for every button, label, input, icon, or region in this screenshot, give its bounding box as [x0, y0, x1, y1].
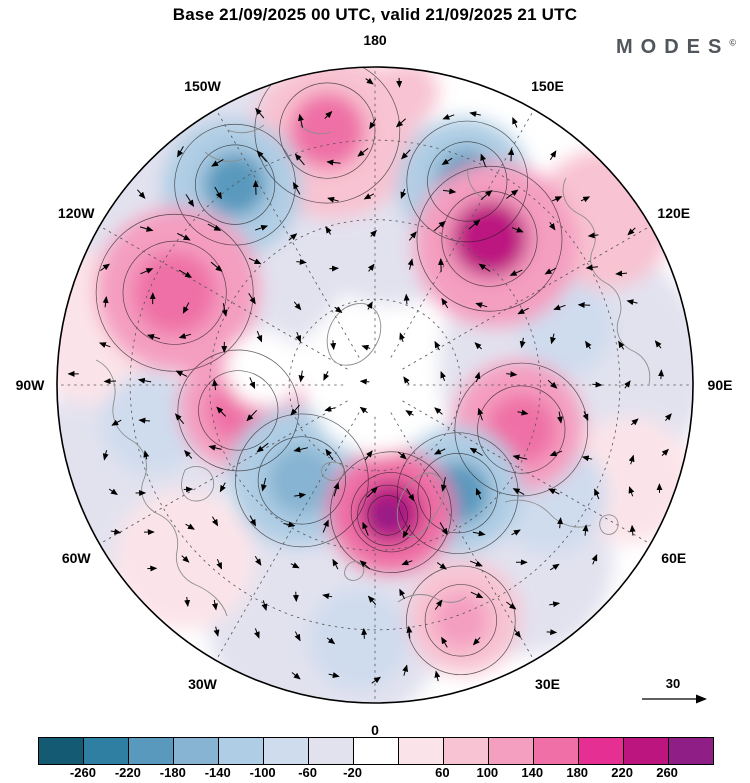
- colorbar-tick-label: -100: [249, 765, 276, 780]
- colorbar-cell: [624, 738, 669, 764]
- reference-vector: 30: [638, 676, 708, 705]
- colorbar-tick-label: 180: [566, 765, 589, 780]
- colorbar-tick-label: -60: [298, 765, 317, 780]
- colorbar-cell: [534, 738, 579, 764]
- colorbar-tick-label: 60: [435, 765, 450, 780]
- colorbar-tick-label: 100: [476, 765, 499, 780]
- modes-logo: MODES©: [616, 36, 736, 59]
- contour-rings: [95, 67, 589, 676]
- colorbar-cell: [354, 738, 399, 764]
- colorbar-tick-label: 260: [656, 765, 678, 780]
- copyright-mark: ©: [729, 37, 736, 48]
- map-interior: [57, 67, 693, 703]
- colorbar-cell: [309, 738, 354, 764]
- chart-title: Base 21/09/2025 00 UTC, valid 21/09/2025…: [172, 5, 578, 24]
- colorbar-cell: [579, 738, 624, 764]
- colorbar-tick-label: -180: [159, 765, 186, 780]
- colorbar-cell: [129, 738, 174, 764]
- colorbar: [38, 737, 714, 765]
- colorbar-cell: [264, 738, 309, 764]
- colorbar-tick-label: -140: [204, 765, 231, 780]
- colorbar-cell: [399, 738, 444, 764]
- colorbar-cell: [174, 738, 219, 764]
- colorbar-tick-label: 220: [611, 765, 633, 780]
- reference-vector-arrow: [642, 694, 707, 704]
- colorbar-tick-label: -20: [343, 765, 362, 780]
- colorbar-cell: [39, 738, 84, 764]
- wind-arrows: [67, 77, 672, 684]
- coastlines: [95, 124, 651, 617]
- colorbar-cell: [444, 738, 489, 764]
- colorbar-cell: [219, 738, 264, 764]
- reference-vector-label: 30: [665, 676, 681, 691]
- map-boundary-circle: [56, 66, 694, 704]
- colorbar-tick-labels: -260 -220 -180 -140 -100 -60 -20 60 100 140 180 220…: [38, 765, 712, 781]
- colorbar-cell: [489, 738, 534, 764]
- colorbar-tick-label: 140: [521, 765, 544, 780]
- colorbar-cell: [84, 738, 129, 764]
- modes-logo-text: MODES: [616, 36, 730, 58]
- colorbar-cell: [669, 738, 713, 764]
- anomaly-field: [57, 67, 693, 703]
- colorbar-tick-label: -220: [114, 765, 141, 780]
- colorbar-tick-label: -260: [69, 765, 96, 780]
- polar-map: [56, 66, 694, 704]
- graticule: [57, 67, 693, 703]
